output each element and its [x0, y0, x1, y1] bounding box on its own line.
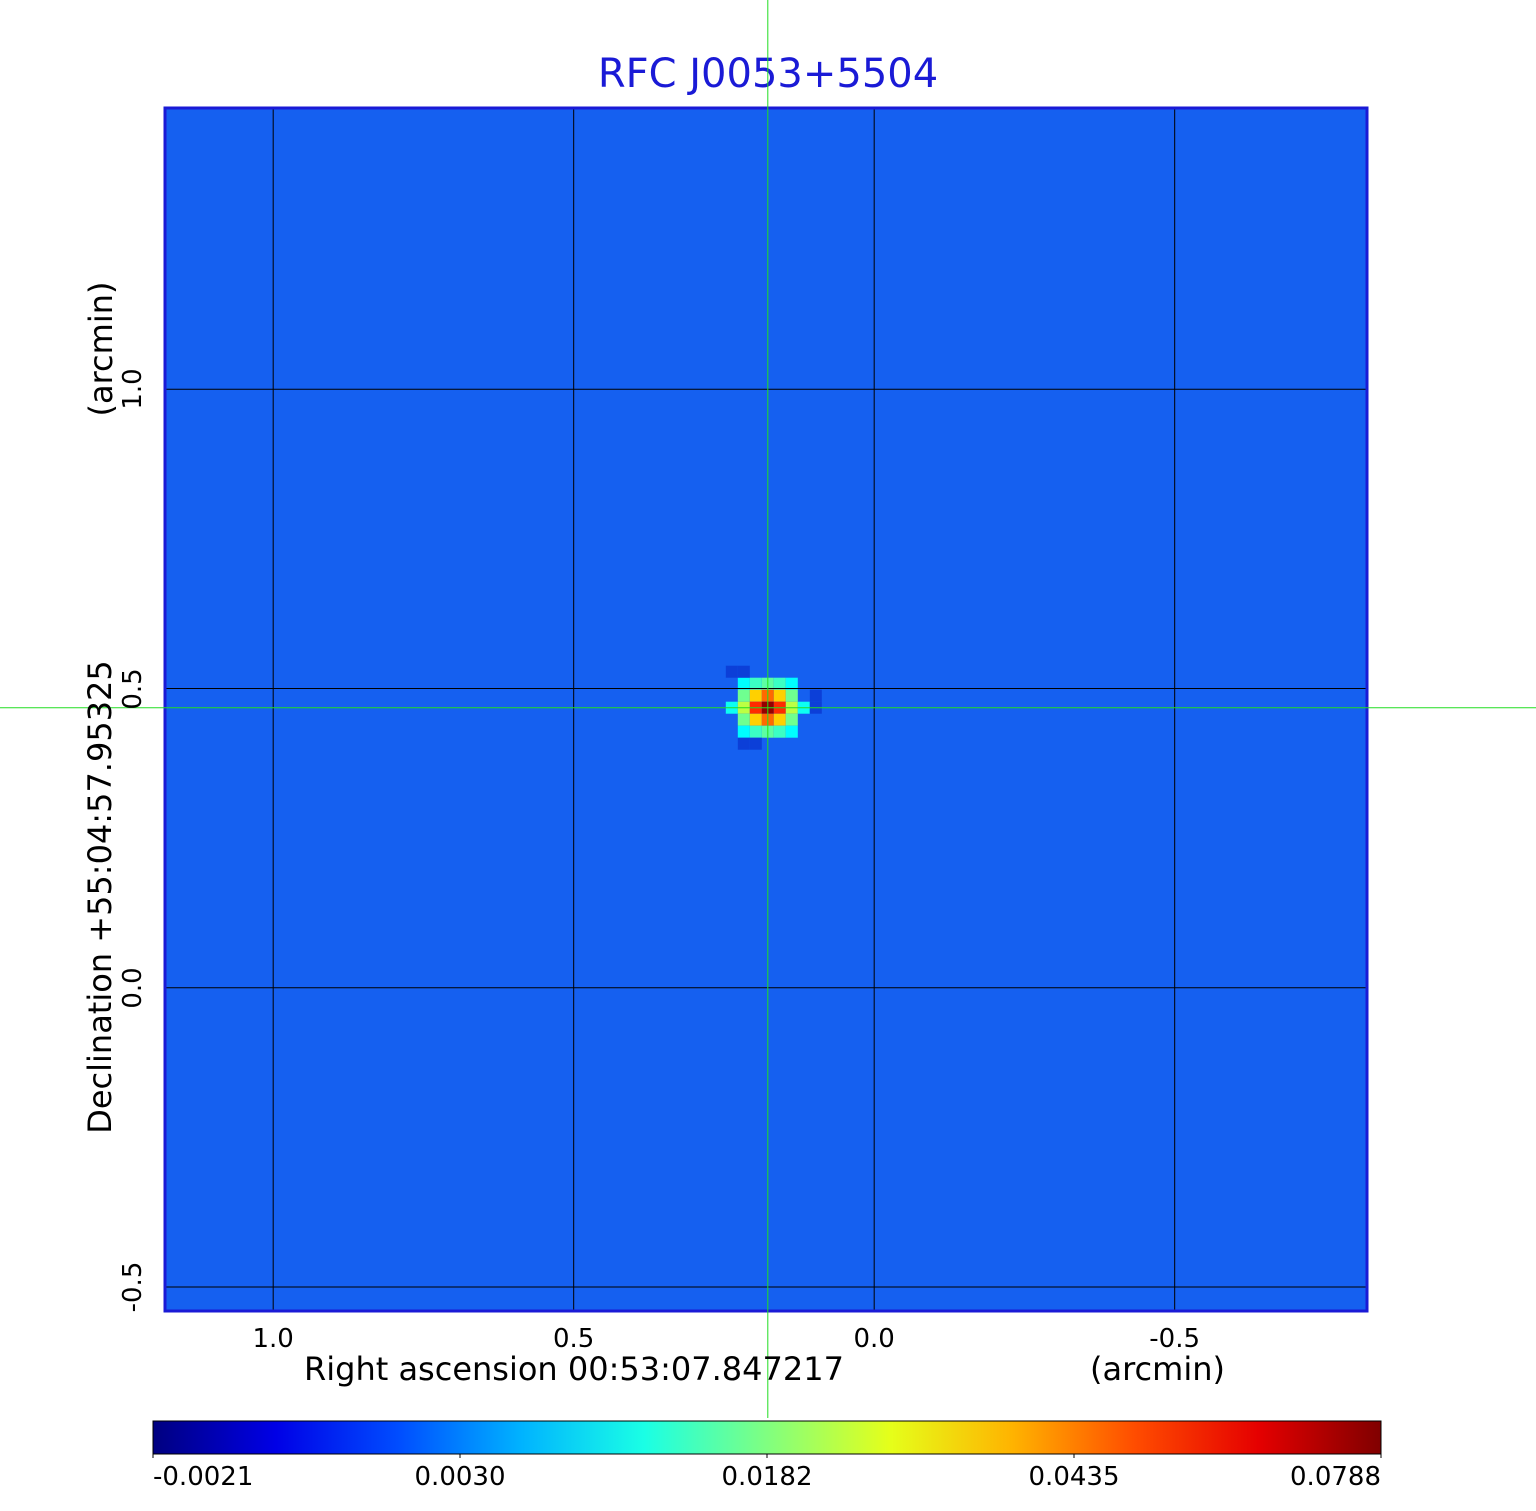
source-pixel	[737, 677, 750, 690]
colorbar-tick-label: -0.0021	[153, 1462, 254, 1492]
colorbar-tick-label: 0.0788	[1290, 1462, 1381, 1492]
plot-frame	[163, 106, 1369, 1313]
source-pixel	[773, 713, 786, 726]
y-tick-label: 0.5	[118, 667, 148, 710]
frame-layer	[163, 106, 1369, 1313]
sidelobe-pixel	[725, 665, 738, 678]
y-tick-label: 1.0	[118, 368, 148, 410]
source-pixel	[785, 689, 798, 702]
sidelobe-pixel	[749, 737, 762, 750]
source-pixel	[773, 677, 786, 690]
image-layer	[165, 108, 1367, 1311]
y-axis-unit: (arcmin)	[82, 281, 120, 417]
sidelobe-pixel	[737, 665, 750, 678]
source-pixel	[773, 725, 786, 738]
source-pixel	[737, 713, 750, 726]
colorbar-tick-label: 0.0435	[1028, 1462, 1120, 1492]
y-axis-label: Declination +55:04:57.95325	[81, 660, 119, 1134]
source-pixel	[749, 689, 762, 702]
x-axis-label: Right ascension 00:53:07.847217	[304, 1350, 844, 1388]
sidelobe-pixel	[737, 737, 750, 750]
x-tick-label: 0.0	[853, 1324, 895, 1354]
source-pixel	[785, 713, 798, 726]
source-pixel	[749, 713, 762, 726]
source-pixel	[749, 725, 762, 738]
y-tick-label: -0.5	[118, 1261, 148, 1313]
source-pixel	[785, 677, 798, 690]
colorbar-tick-label: 0.0030	[414, 1462, 506, 1492]
grid-layer	[165, 108, 1367, 1311]
colorbar-tick-label: 0.0182	[721, 1462, 813, 1492]
source-pixel	[785, 725, 798, 738]
source-pixel	[749, 677, 762, 690]
source-pixel	[737, 725, 750, 738]
x-axis-unit: (arcmin)	[1090, 1350, 1225, 1388]
colorbar	[152, 1420, 1382, 1458]
x-tick-label: 1.0	[252, 1324, 294, 1354]
x-tick-label: -0.5	[1149, 1324, 1201, 1354]
x-tick-label: 0.5	[552, 1324, 595, 1354]
colorbar-gradient	[152, 1420, 1382, 1455]
y-tick-label: 0.0	[118, 967, 148, 1009]
sidelobe-pixel	[809, 689, 822, 702]
source-pixel	[773, 689, 786, 702]
crosshair-layer	[0, 0, 1536, 1418]
source-pixel	[737, 689, 750, 702]
